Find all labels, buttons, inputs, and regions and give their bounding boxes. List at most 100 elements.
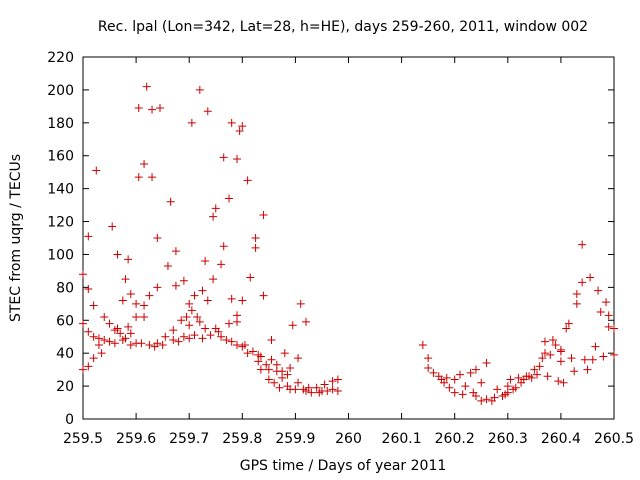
data-point <box>302 317 311 326</box>
x-tick-label: 259.6 <box>116 431 156 447</box>
data-point <box>291 385 300 394</box>
data-point <box>320 380 329 389</box>
data-point <box>288 321 297 330</box>
data-point <box>94 340 103 349</box>
data-point <box>286 363 295 372</box>
data-point <box>134 173 143 182</box>
data-point <box>482 359 491 368</box>
data-point <box>477 378 486 387</box>
data-point <box>140 159 149 168</box>
data-point <box>79 365 87 374</box>
data-point <box>190 331 199 340</box>
data-point <box>171 247 180 256</box>
data-point <box>440 378 449 387</box>
data-point <box>100 336 109 345</box>
data-point <box>84 362 93 371</box>
data-point <box>217 260 226 269</box>
x-tick-label: 260.1 <box>382 431 422 447</box>
axis-ticks <box>82 56 615 420</box>
x-tick-label: 259.5 <box>63 431 103 447</box>
y-tick-label: 180 <box>47 116 74 132</box>
data-point <box>219 242 228 251</box>
data-point <box>84 232 93 241</box>
data-point <box>185 321 194 330</box>
data-point <box>153 339 162 348</box>
data-point <box>201 324 210 333</box>
data-point <box>442 373 451 382</box>
data-point <box>543 372 552 381</box>
data-point <box>227 118 236 127</box>
data-point <box>278 367 287 376</box>
data-point <box>477 396 486 405</box>
data-point <box>232 311 241 320</box>
y-tick-label: 60 <box>56 313 74 329</box>
data-point <box>155 104 164 113</box>
data-point <box>578 240 587 249</box>
data-point <box>179 276 188 285</box>
data-point <box>169 336 178 345</box>
data-point <box>580 355 589 364</box>
data-point <box>328 385 337 394</box>
data-point <box>169 326 178 335</box>
data-point <box>572 299 581 308</box>
data-point <box>418 340 427 349</box>
data-point <box>79 270 87 279</box>
data-point <box>570 367 579 376</box>
data-point <box>118 296 127 305</box>
data-point <box>511 383 520 392</box>
data-point <box>84 327 93 336</box>
data-point <box>556 357 565 366</box>
data-point <box>456 370 465 379</box>
data-point <box>142 82 151 91</box>
data-point <box>203 296 212 305</box>
data-point <box>424 354 433 363</box>
x-axis-label: GPS time / Days of year 2011 <box>240 458 447 474</box>
data-point <box>148 173 157 182</box>
data-point <box>209 212 218 221</box>
data-point <box>450 375 459 384</box>
data-point <box>158 340 167 349</box>
data-point <box>333 387 342 396</box>
data-point <box>182 312 191 321</box>
data-point <box>588 355 597 364</box>
data-point <box>251 243 260 252</box>
data-point <box>174 337 183 346</box>
data-point <box>238 296 247 305</box>
data-point <box>461 382 470 391</box>
data-point <box>458 390 467 399</box>
data-point <box>219 153 228 162</box>
data-point <box>217 332 226 341</box>
data-point <box>540 337 549 346</box>
data-point <box>79 319 87 328</box>
x-tick-labels: 259.5 259.6 259.7 259.8 259.9 260 260.1 260.2 26… <box>63 431 634 447</box>
data-point <box>594 286 603 295</box>
data-point <box>490 393 499 402</box>
data-point <box>572 289 581 298</box>
data-point <box>610 350 618 359</box>
data-point <box>548 336 557 345</box>
data-point <box>235 127 244 136</box>
data-point <box>113 250 122 259</box>
data-point <box>126 289 135 298</box>
data-point <box>153 234 162 242</box>
data-point <box>328 377 337 386</box>
data-point <box>187 306 196 315</box>
data-point <box>225 319 234 328</box>
data-point <box>270 378 279 387</box>
data-point <box>190 291 199 300</box>
data-point <box>209 275 218 284</box>
data-point <box>445 383 454 392</box>
data-point <box>132 299 141 308</box>
data-point <box>333 375 342 384</box>
y-tick-label: 160 <box>47 149 74 165</box>
y-tick-labels: 0 20 40 60 80 100 120 140 160 180 200 220 <box>47 50 74 428</box>
data-point <box>108 222 117 231</box>
data-point <box>134 104 143 113</box>
data-point <box>604 322 613 331</box>
data-point <box>264 365 273 374</box>
data-point <box>535 362 544 371</box>
data-point <box>163 261 172 270</box>
data-point <box>97 349 106 358</box>
data-point <box>166 197 175 206</box>
data-point <box>493 385 502 394</box>
